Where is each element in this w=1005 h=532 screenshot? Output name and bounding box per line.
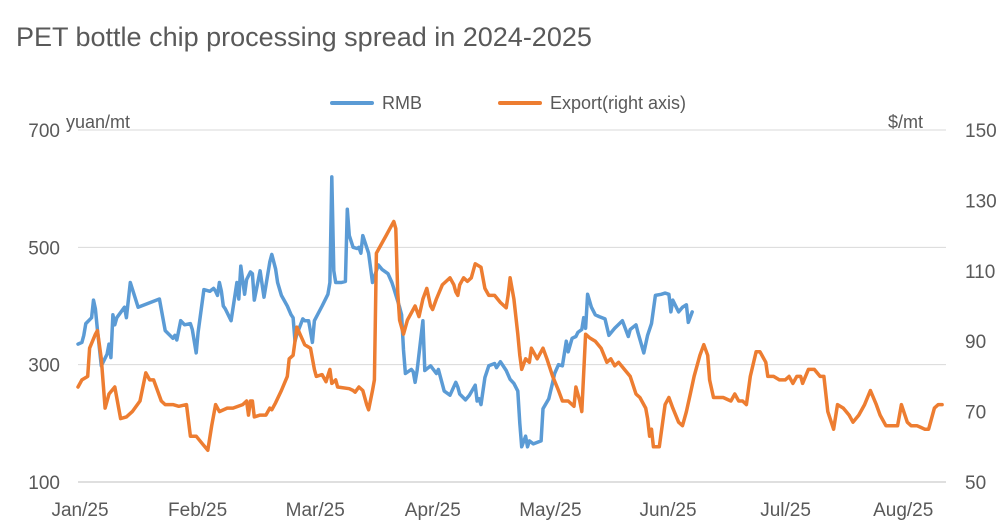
x-tick-label: Mar/25 (286, 500, 345, 521)
legend-label-rmb: RMB (382, 92, 422, 113)
series-lines (76, 175, 944, 453)
x-tick-label: Jan/25 (51, 500, 108, 521)
x-tick-label: Jul/25 (760, 500, 811, 521)
right-axis-unit: $/mt (888, 112, 924, 132)
legend-swatch-export (498, 101, 542, 105)
right-tick-label: 70 (965, 403, 986, 424)
x-tick-label: May/25 (519, 500, 581, 521)
x-tick-label: Feb/25 (168, 500, 227, 521)
right-axis-ticks: 50 70 90 110 130 150 (965, 121, 997, 494)
x-tick-label: Aug/25 (873, 500, 933, 521)
legend: RMB Export(right axis) (0, 88, 1005, 118)
gridlines (78, 129, 946, 366)
legend-label-export: Export(right axis) (550, 92, 687, 113)
right-tick-label: 110 (965, 262, 995, 283)
x-tick-label: Apr/25 (405, 500, 461, 521)
right-tick-label: 50 (965, 473, 986, 494)
series-line-export (76, 219, 944, 453)
x-axis-ticks: Jan/25 Feb/25 Mar/25 Apr/25 May/25 Jun/25 Jul/… (51, 500, 933, 521)
left-axis-unit: yuan/mt (66, 112, 131, 132)
chart-title: PET bottle chip processing spread in 202… (16, 22, 592, 52)
left-tick-label: 300 (28, 356, 60, 377)
left-tick-label: 700 (28, 121, 60, 142)
right-tick-label: 150 (965, 121, 997, 142)
legend-swatch-rmb (330, 101, 374, 105)
right-tick-label: 90 (965, 332, 986, 353)
legend-item-rmb: RMB (330, 88, 422, 118)
left-axis-ticks: 100 300 500 700 (28, 121, 60, 494)
series-line-rmb (76, 175, 694, 449)
right-tick-label: 130 (965, 191, 997, 212)
x-tick-label: Jun/25 (639, 500, 696, 521)
legend-item-export: Export(right axis) (498, 88, 686, 118)
left-tick-label: 100 (28, 473, 60, 494)
left-tick-label: 500 (28, 238, 60, 259)
